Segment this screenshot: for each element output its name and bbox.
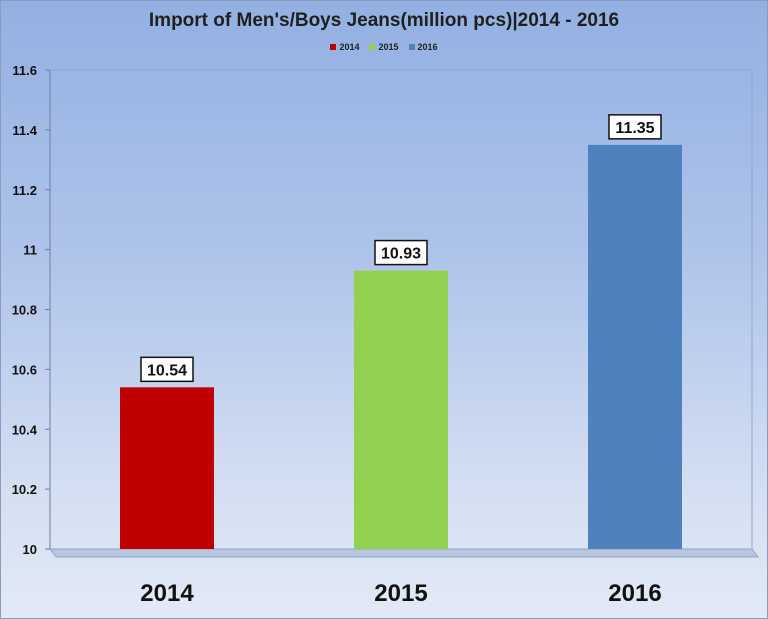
chart-title: Import of Men's/Boys Jeans(million pcs)|… xyxy=(148,10,620,31)
data-label-box-2016 xyxy=(608,114,662,140)
y-tick-label: 10.6 xyxy=(12,362,37,377)
legend-item-2015: 2015 xyxy=(369,42,399,52)
x-tick-label-2015: 2015 xyxy=(374,580,427,607)
x-tick-label-2014: 2014 xyxy=(140,580,194,607)
data-label-2016: 11.35 xyxy=(615,120,654,137)
y-tick-label: 11.2 xyxy=(12,183,37,198)
legend-swatch-2014 xyxy=(330,44,337,50)
legend-swatch-2015 xyxy=(369,44,376,50)
data-label-2014: 10.54 xyxy=(147,362,187,379)
y-tick-label: 10.2 xyxy=(12,482,37,497)
data-label-box-2015 xyxy=(374,239,428,266)
y-tick-label: 10.4 xyxy=(12,422,38,437)
plot-floor xyxy=(49,548,759,558)
legend-label-2015: 2015 xyxy=(378,42,399,52)
bar-2014 xyxy=(120,387,214,549)
data-label-box-2014 xyxy=(140,356,194,383)
y-tick-label: 10.8 xyxy=(12,303,37,318)
chart-legend: 2014 2015 2016 xyxy=(0,42,768,52)
y-tick-label: 11.4 xyxy=(12,123,37,138)
legend-item-2014: 2014 xyxy=(330,42,359,52)
bar-2015 xyxy=(354,270,448,549)
legend-label-2016: 2016 xyxy=(417,42,438,52)
y-tick-label: 11.6 xyxy=(12,63,37,78)
legend-label-2014: 2014 xyxy=(339,42,360,52)
bar-2016 xyxy=(588,144,682,549)
legend-swatch-2016 xyxy=(408,44,415,50)
data-label-2015: 10.93 xyxy=(381,246,421,263)
y-tick-label: 10 xyxy=(23,542,37,557)
x-tick-label-2016: 2016 xyxy=(608,580,661,607)
y-tick-label: 11 xyxy=(23,243,37,258)
legend-item-2016: 2016 xyxy=(408,42,438,52)
